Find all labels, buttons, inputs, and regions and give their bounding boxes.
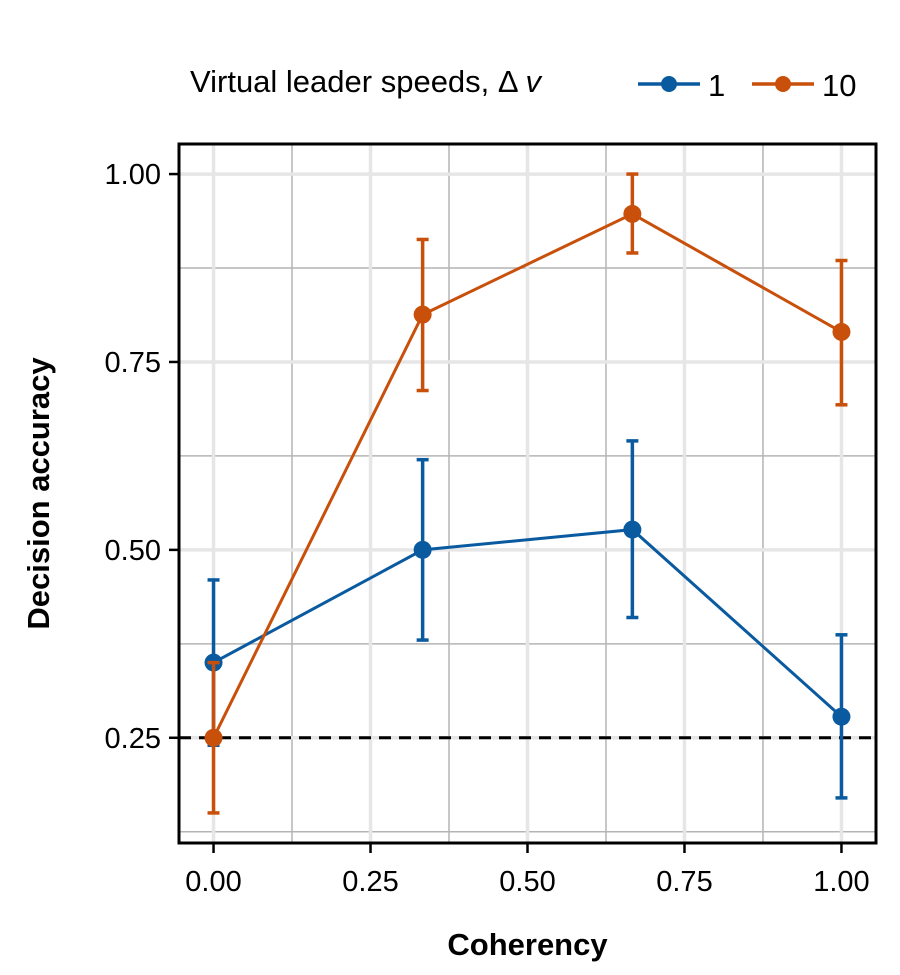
- data-point-10-1: [413, 305, 432, 324]
- data-point-10-3: [832, 322, 851, 341]
- series-10: [204, 172, 851, 815]
- legend: Virtual leader speeds, Δ v 1 10: [0, 58, 900, 108]
- x-tick-label-0: 0.00: [185, 866, 241, 898]
- major-gridlines: [179, 144, 876, 843]
- series-layer: [204, 172, 851, 815]
- legend-key-series-10: [752, 76, 814, 92]
- legend-title-symbol: v: [525, 64, 542, 99]
- legend-label-series-1: 1: [708, 68, 726, 103]
- y-tick-label-0: 0.25: [105, 723, 161, 755]
- x-axis: 0.00 0.25 0.50 0.75 1.00: [185, 843, 870, 898]
- legend-title: Virtual leader speeds, Δ v: [190, 64, 542, 99]
- data-point-1-2: [623, 520, 642, 539]
- y-axis-title: Decision accuracy: [21, 357, 56, 630]
- data-point-10-2: [623, 204, 642, 223]
- y-tick-label-3: 1.00: [105, 159, 161, 191]
- data-point-1-3: [832, 707, 851, 726]
- series-line-10: [212, 212, 843, 739]
- x-tick-label-1: 0.25: [342, 866, 398, 898]
- y-tick-label-2: 0.75: [105, 347, 161, 379]
- y-axis: 0.25 0.50 0.75 1.00: [105, 159, 179, 755]
- legend-label-series-10: 10: [822, 68, 857, 103]
- x-tick-label-2: 0.50: [499, 866, 555, 898]
- data-point-10-0: [204, 728, 223, 747]
- data-point-1-1: [413, 540, 432, 559]
- y-tick-label-1: 0.50: [105, 535, 161, 567]
- series-line-1: [212, 528, 843, 718]
- x-tick-label-3: 0.75: [656, 866, 712, 898]
- x-tick-label-4: 1.00: [813, 866, 869, 898]
- legend-key-series-1: [638, 76, 700, 92]
- x-axis-title: Coherency: [447, 927, 608, 962]
